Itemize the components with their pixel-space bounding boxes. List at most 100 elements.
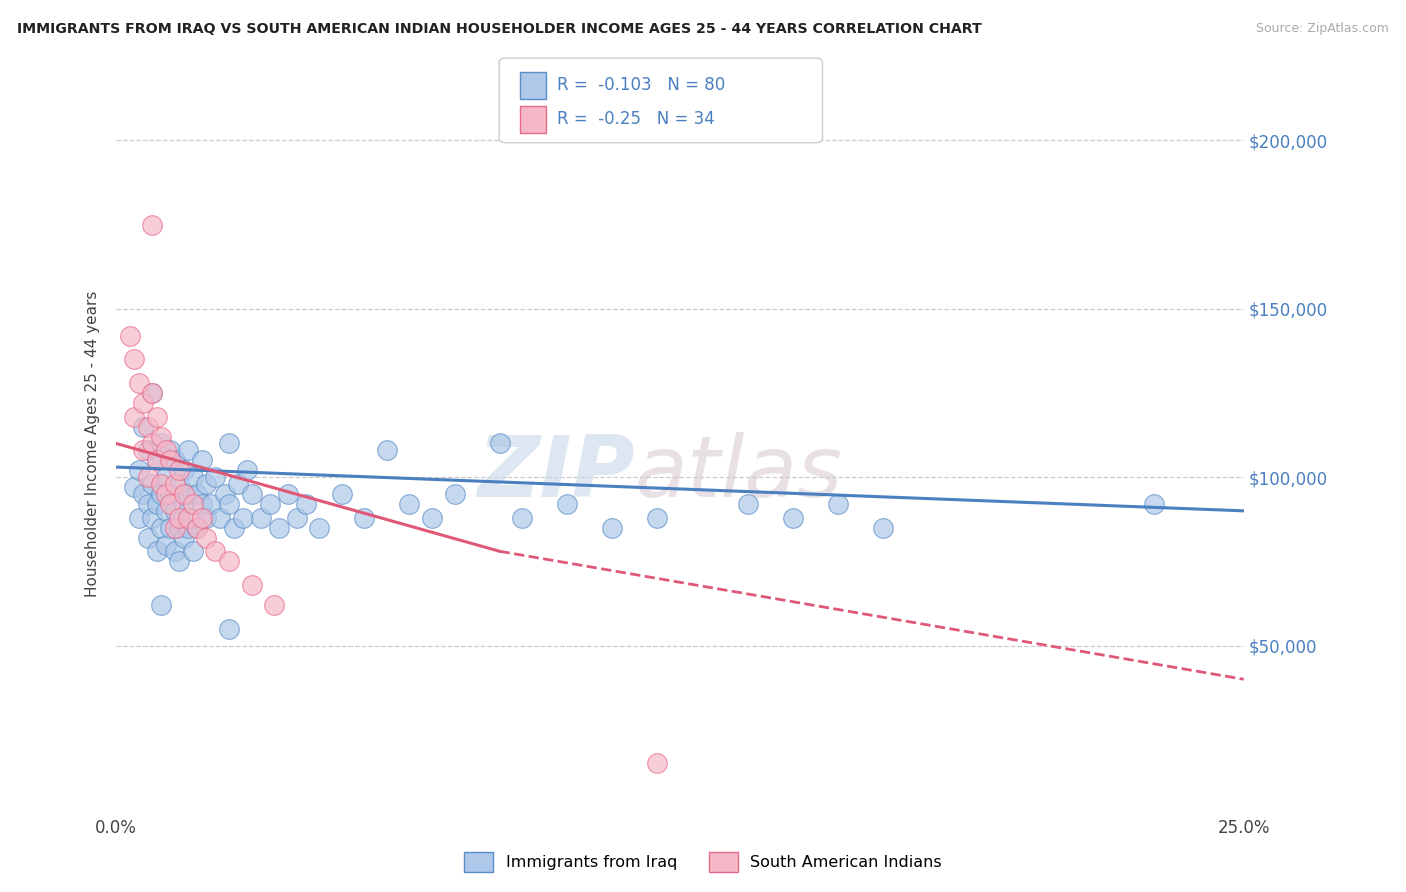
- Point: [118, 328, 141, 343]
- Point: [191, 510, 214, 524]
- Point: [200, 497, 222, 511]
- Point: [510, 510, 533, 524]
- Point: [375, 443, 398, 458]
- Point: [155, 537, 177, 551]
- Point: [173, 463, 195, 477]
- Text: R =  -0.25   N = 34: R = -0.25 N = 34: [557, 110, 714, 128]
- Point: [827, 497, 849, 511]
- Point: [214, 487, 236, 501]
- Point: [141, 386, 163, 401]
- Point: [163, 544, 186, 558]
- Point: [128, 463, 150, 477]
- Point: [263, 598, 285, 612]
- Point: [132, 419, 155, 434]
- Point: [181, 497, 204, 511]
- Point: [141, 476, 163, 491]
- Point: [177, 487, 200, 501]
- Point: [259, 497, 281, 511]
- Point: [204, 544, 226, 558]
- Point: [173, 487, 195, 501]
- Point: [159, 443, 181, 458]
- Point: [163, 504, 186, 518]
- Text: atlas: atlas: [636, 432, 844, 515]
- Point: [141, 436, 163, 450]
- Point: [488, 436, 510, 450]
- Point: [177, 510, 200, 524]
- Point: [204, 470, 226, 484]
- Point: [132, 443, 155, 458]
- Point: [159, 521, 181, 535]
- Point: [647, 756, 669, 771]
- Point: [208, 510, 231, 524]
- Point: [150, 521, 173, 535]
- Point: [150, 487, 173, 501]
- Point: [308, 521, 330, 535]
- Point: [150, 430, 173, 444]
- Text: Source: ZipAtlas.com: Source: ZipAtlas.com: [1256, 22, 1389, 36]
- Point: [236, 463, 259, 477]
- Point: [420, 510, 443, 524]
- Point: [195, 510, 218, 524]
- Point: [155, 504, 177, 518]
- Point: [173, 531, 195, 545]
- Point: [163, 453, 186, 467]
- Point: [240, 578, 263, 592]
- Point: [218, 554, 240, 568]
- Point: [169, 521, 191, 535]
- Point: [169, 510, 191, 524]
- Y-axis label: Householder Income Ages 25 - 44 years: Householder Income Ages 25 - 44 years: [86, 290, 100, 597]
- Point: [330, 487, 353, 501]
- Point: [398, 497, 420, 511]
- Point: [159, 497, 181, 511]
- Point: [136, 497, 159, 511]
- Point: [186, 521, 208, 535]
- Point: [186, 487, 208, 501]
- Point: [177, 521, 200, 535]
- Point: [1142, 497, 1164, 511]
- Point: [737, 497, 759, 511]
- Point: [602, 521, 624, 535]
- Point: [181, 544, 204, 558]
- Point: [141, 510, 163, 524]
- Point: [128, 376, 150, 390]
- Point: [124, 409, 146, 424]
- Point: [191, 497, 214, 511]
- Legend: Immigrants from Iraq, South American Indians: Immigrants from Iraq, South American Ind…: [456, 844, 950, 880]
- Point: [232, 510, 254, 524]
- Point: [150, 476, 173, 491]
- Point: [155, 487, 177, 501]
- Point: [294, 497, 316, 511]
- Text: ZIP: ZIP: [477, 432, 636, 515]
- Point: [136, 531, 159, 545]
- Point: [146, 497, 169, 511]
- Point: [124, 480, 146, 494]
- Point: [169, 554, 191, 568]
- Point: [159, 487, 181, 501]
- Point: [141, 218, 163, 232]
- Point: [285, 510, 308, 524]
- Point: [132, 487, 155, 501]
- Point: [128, 510, 150, 524]
- Point: [647, 510, 669, 524]
- Point: [195, 476, 218, 491]
- Point: [136, 470, 159, 484]
- Point: [146, 453, 169, 467]
- Point: [146, 453, 169, 467]
- Point: [169, 476, 191, 491]
- Point: [163, 476, 186, 491]
- Point: [555, 497, 578, 511]
- Point: [177, 443, 200, 458]
- Point: [191, 453, 214, 467]
- Point: [181, 510, 204, 524]
- Point: [155, 470, 177, 484]
- Point: [443, 487, 465, 501]
- Point: [150, 598, 173, 612]
- Point: [163, 521, 186, 535]
- Point: [240, 487, 263, 501]
- Point: [155, 443, 177, 458]
- Point: [159, 453, 181, 467]
- Point: [136, 419, 159, 434]
- Point: [124, 352, 146, 367]
- Point: [782, 510, 804, 524]
- Point: [141, 386, 163, 401]
